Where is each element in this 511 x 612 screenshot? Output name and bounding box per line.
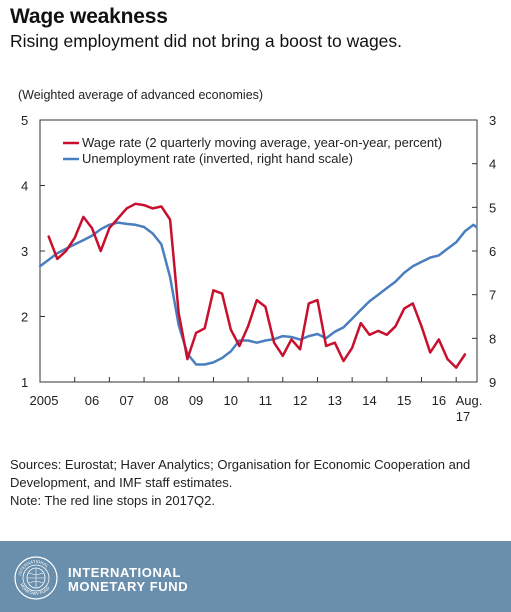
right-tick-label: 7: [489, 288, 496, 303]
imf-seal-icon: INTERNATIONAL MONETARY FUND: [14, 556, 58, 600]
right-tick-label: 8: [489, 331, 496, 346]
left-axis: 5 4 3 2 1: [21, 113, 45, 390]
left-tick-label: 2: [21, 310, 28, 325]
x-axis: 2005 06 07 08 09 10 11 12 13 14 15 16 Aug.17: [30, 377, 483, 424]
x-tick-label: 06: [85, 393, 99, 408]
right-tick-label: 5: [489, 200, 496, 215]
x-tick-label: 17: [456, 409, 470, 424]
x-tick-label: 11: [259, 393, 273, 408]
wage-rate-line: [47, 202, 467, 369]
left-tick-label: 1: [21, 375, 28, 390]
chart: (Weighted average of advanced economies)…: [18, 88, 496, 424]
right-axis: 3 4 5 6 7 8 9: [472, 113, 496, 390]
x-tick-label: 09: [189, 393, 203, 408]
x-tick-label: 08: [154, 393, 168, 408]
x-tick-label: 16: [432, 393, 446, 408]
right-tick-label: 3: [489, 113, 496, 128]
imf-wordmark: INTERNATIONAL MONETARY FUND: [68, 566, 188, 594]
right-tick-label: 4: [489, 157, 496, 172]
unemployment-rate-line: [38, 221, 478, 366]
x-tick-label: Aug.: [456, 393, 483, 408]
left-tick-label: 4: [21, 179, 28, 194]
x-tick-label: 2005: [30, 393, 59, 408]
x-tick-label: 13: [328, 393, 342, 408]
x-tick-label: 07: [119, 393, 133, 408]
svg-text:MONETARY FUND: MONETARY FUND: [19, 582, 50, 596]
legend-label-wage: Wage rate (2 quarterly moving average, y…: [82, 135, 442, 150]
x-tick-label: 14: [362, 393, 376, 408]
note-text: Note: The red line stops in 2017Q2.: [10, 493, 215, 508]
series-lines: [38, 202, 478, 369]
left-tick-label: 5: [21, 113, 28, 128]
left-tick-label: 3: [21, 244, 28, 259]
chart-subtitle: Rising employment did not bring a boost …: [10, 31, 403, 51]
x-tick-label: 10: [224, 393, 238, 408]
imf-footer: INTERNATIONAL MONETARY FUND INTERNATIONA…: [0, 541, 511, 612]
right-tick-label: 9: [489, 375, 496, 390]
chart-title: Wage weakness: [10, 5, 168, 28]
legend-label-unemployment: Unemployment rate (inverted, right hand …: [82, 151, 353, 166]
imf-wordmark-line1: INTERNATIONAL: [68, 565, 181, 580]
imf-wordmark-line2: MONETARY FUND: [68, 579, 189, 594]
chart-notes: Sources: Eurostat; Haver Analytics; Orga…: [10, 456, 500, 510]
x-tick-label: 15: [397, 393, 411, 408]
right-tick-label: 6: [489, 244, 496, 259]
x-tick-label: 12: [293, 393, 307, 408]
legend: Wage rate (2 quarterly moving average, y…: [63, 135, 442, 166]
sources-text: Sources: Eurostat; Haver Analytics; Orga…: [10, 457, 471, 490]
chart-units-note: (Weighted average of advanced economies): [18, 88, 263, 102]
